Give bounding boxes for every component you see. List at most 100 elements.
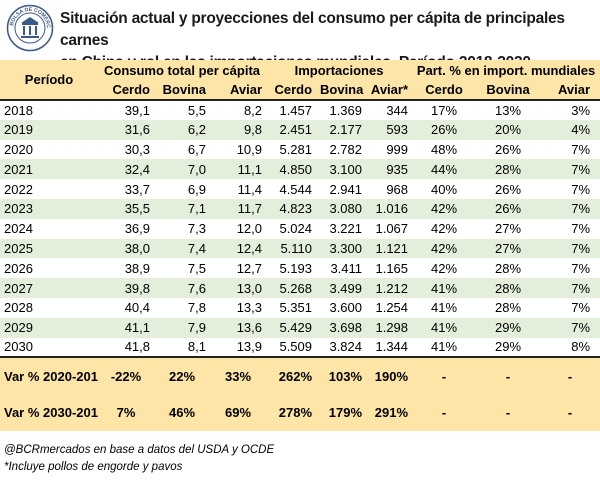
table-cell: 41% (412, 317, 477, 338)
row-period: 2022 (0, 179, 98, 199)
table-cell: 5,5 (154, 100, 210, 120)
table-cell: 7% (540, 179, 600, 199)
table-cell: 7% (540, 278, 600, 298)
table-cell: 5.429 (266, 317, 317, 338)
table-cell: 6,2 (154, 119, 210, 140)
table-row: 2020 30,3 6,7 10,9 5.281 2.782 999 48% 26% 7% (0, 139, 600, 160)
table-cell: 29% (476, 337, 541, 358)
summary-cell: 69% (210, 394, 267, 432)
table-cell: 9,8 (210, 119, 267, 140)
row-period: 2028 (0, 297, 98, 318)
table-cell: 7% (540, 139, 600, 160)
summary-label: Var % 2030-2018 (0, 394, 98, 432)
table-cell: 11,7 (210, 198, 267, 219)
table-cell: 7,6 (154, 278, 210, 298)
table-row: 2030 41,8 8,1 13,9 5.509 3.824 1.344 41% 29% 8% (0, 337, 600, 358)
table-cell: 7% (540, 258, 600, 279)
row-period: 2026 (0, 258, 98, 279)
bcr-seal-icon: BOLSA DE COMERCIO DE ROSARIO (6, 4, 54, 52)
row-period: 2030 (0, 337, 98, 358)
summary-cell: 190% (366, 356, 413, 395)
table-cell: 13,6 (210, 317, 267, 338)
summary-cell: 7% (98, 394, 154, 432)
summary-cell: 33% (210, 356, 267, 395)
table-cell: 27% (476, 238, 541, 259)
row-period: 2023 (0, 198, 98, 219)
row-period: 2021 (0, 159, 98, 180)
table-cell: 7,3 (154, 218, 210, 239)
summary-label: Var % 2020-2018 (0, 356, 98, 395)
table-cell: 1.016 (366, 198, 413, 219)
header: BOLSA DE COMERCIO DE ROSARIO Situación a… (0, 0, 600, 71)
table-cell: 42% (412, 238, 477, 259)
table-cell: 28% (476, 297, 541, 318)
summary-cell: 103% (316, 356, 367, 395)
table-cell: 41,8 (98, 337, 154, 358)
table-row: 2028 40,4 7,8 13,3 5.351 3.600 1.254 41% 28% 7% (0, 297, 600, 318)
summary-cell: 22% (154, 356, 210, 395)
table-cell: 42% (412, 218, 477, 239)
table-cell: 31,6 (98, 119, 154, 140)
table-cell: 3.824 (316, 337, 367, 358)
table-cell: 41% (412, 337, 477, 358)
table-cell: 1.165 (366, 258, 413, 279)
table-cell: 32,4 (98, 159, 154, 180)
header-sub: Cerdo (412, 80, 477, 101)
table-cell: 11,4 (210, 179, 267, 199)
table-cell: 3.698 (316, 317, 367, 338)
summary-cell: - (412, 394, 477, 432)
table-cell: 7% (540, 238, 600, 259)
table-cell: 7% (540, 198, 600, 219)
table-row: 2024 36,9 7,3 12,0 5.024 3.221 1.067 42% 27% 7% (0, 218, 600, 239)
table-cell: 5.351 (266, 297, 317, 318)
table-row: 2023 35,5 7,1 11,7 4.823 3.080 1.016 42% 26% 7% (0, 198, 600, 219)
table-cell: 48% (412, 139, 477, 160)
footnote: *Incluye pollos de engorde y pavos (4, 461, 183, 473)
data-table: Período Consumo total per cápita Importa… (0, 60, 600, 432)
table-cell: 7% (540, 159, 600, 180)
table-cell: 6,7 (154, 139, 210, 160)
table-cell: 935 (366, 159, 413, 180)
table-cell: 26% (476, 139, 541, 160)
table-cell: 7% (540, 317, 600, 338)
table-cell: 3.411 (316, 258, 367, 279)
table-cell: 26% (412, 119, 477, 140)
table-cell: 4.823 (266, 198, 317, 219)
table-cell: 5.110 (266, 238, 317, 259)
table-cell: 7,0 (154, 159, 210, 180)
summary-cell: 278% (266, 394, 317, 432)
table-cell: 10,9 (210, 139, 267, 160)
table-cell: 29% (476, 317, 541, 338)
summary-cell: - (540, 394, 600, 432)
table-cell: 1.344 (366, 337, 413, 358)
row-period: 2027 (0, 278, 98, 298)
table-cell: 3.080 (316, 198, 367, 219)
table-row: 2018 39,1 5,5 8,2 1.457 1.369 344 17% 13% 3% (0, 100, 600, 120)
header-sub: Aviar (540, 80, 600, 101)
table-cell: 2.451 (266, 119, 317, 140)
table-cell: 1.067 (366, 218, 413, 239)
table-cell: 3.600 (316, 297, 367, 318)
summary-cell: 179% (316, 394, 367, 432)
table-cell: 26% (476, 179, 541, 199)
table-cell: 7,5 (154, 258, 210, 279)
table-cell: 1.121 (366, 238, 413, 259)
header-sub: Bovina (154, 80, 210, 101)
header-sub: Aviar* (366, 80, 413, 101)
summary-cell: 262% (266, 356, 317, 395)
table-cell: 5.024 (266, 218, 317, 239)
table-cell: 38,0 (98, 238, 154, 259)
title-line-1: Situación actual y proyecciones del cons… (60, 10, 565, 49)
table-cell: 7,4 (154, 238, 210, 259)
table-cell: 13% (476, 100, 541, 120)
table-row: 2027 39,8 7,6 13,0 5.268 3.499 1.212 41% 28% 7% (0, 278, 600, 298)
table-cell: 28% (476, 159, 541, 180)
table-cell: 968 (366, 179, 413, 199)
table-cell: 8,1 (154, 337, 210, 358)
summary-cell: 291% (366, 394, 413, 432)
table-cell: 41% (412, 297, 477, 318)
summary-row: Var % 2030-2018 7% 46% 69% 278% 179% 291% - - - (0, 394, 600, 432)
row-period: 2020 (0, 139, 98, 160)
table-cell: 7% (540, 297, 600, 318)
row-period: 2029 (0, 317, 98, 338)
